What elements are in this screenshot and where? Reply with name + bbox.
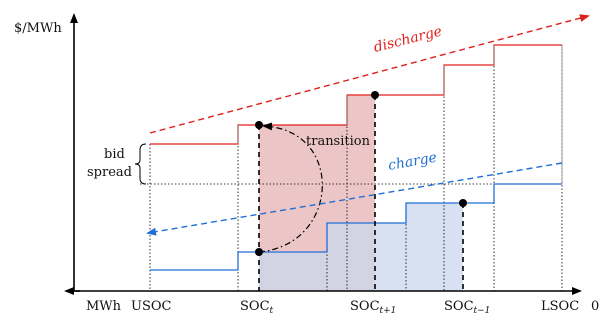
y-axis-label: $/MWh (14, 21, 62, 36)
state-points (255, 91, 467, 256)
charge-curve (150, 183, 562, 271)
spread-label: spread (87, 165, 132, 180)
discharge-label: discharge (372, 23, 444, 55)
x-label-soc-t: SOCt (240, 299, 274, 316)
charge-label: charge (387, 150, 438, 174)
bid-spread-brace (134, 143, 147, 185)
transition-boundaries (258, 95, 464, 291)
x-label-soc-t-plus-1: SOCt+1 (350, 299, 396, 316)
discharge-trend-arrow (149, 14, 590, 134)
x-label-zero: 0 (591, 299, 599, 314)
transition-arc (258, 122, 323, 253)
transition-label: transition (306, 134, 371, 149)
bid-label: bid (104, 147, 125, 162)
x-label-usoc: USOC (131, 299, 172, 314)
charge-region (259, 203, 463, 291)
x-label-lsoc: LSOC (541, 299, 579, 314)
x-label-soc-t-minus-1: SOCt−1 (444, 299, 490, 316)
x-axis-unit-label: MWh (86, 299, 122, 314)
